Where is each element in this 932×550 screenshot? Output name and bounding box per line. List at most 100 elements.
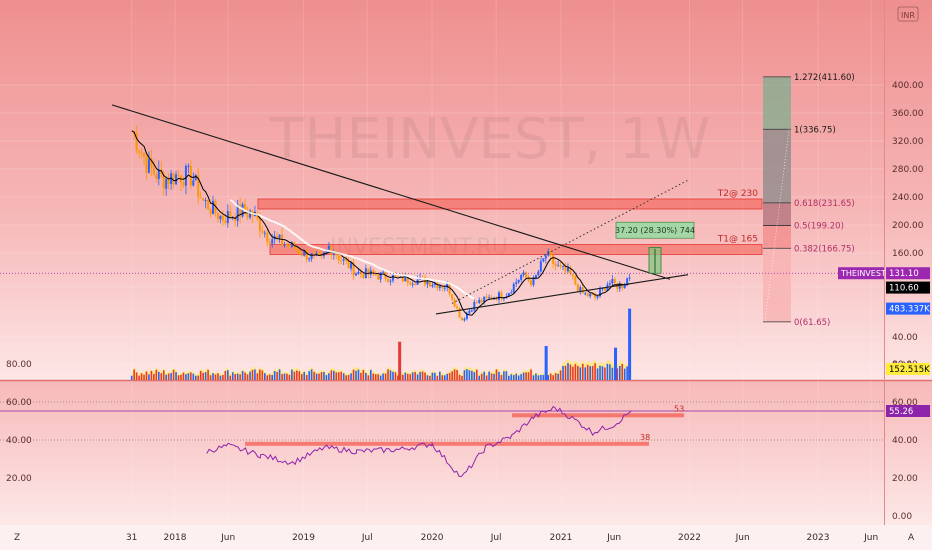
candle-body — [263, 232, 266, 234]
candle-body — [428, 281, 431, 287]
volume-bar — [256, 373, 259, 380]
candle-body — [138, 150, 141, 153]
candle-body — [517, 279, 520, 283]
candle-body — [571, 274, 574, 277]
candle-body — [589, 294, 592, 297]
volume-bar — [130, 375, 133, 380]
time-tick-label: 31 — [126, 533, 137, 543]
moving-average-short — [131, 130, 630, 316]
price-tick-label: 200.00 — [892, 221, 924, 231]
candle-body — [177, 174, 180, 176]
volume-bar — [204, 372, 207, 380]
ascending-support-line[interactable] — [435, 274, 689, 315]
volume-bar — [333, 370, 335, 380]
projection-dotted-line[interactable] — [451, 179, 689, 304]
volume-bar — [616, 368, 619, 380]
volume-bar — [621, 363, 624, 380]
candle-body — [507, 293, 510, 297]
t1-zone[interactable] — [269, 244, 763, 255]
fibonacci-extension[interactable]: 1.272(411.60) 1(336.75) 0.618(231.65) 0.5(1… — [763, 73, 855, 328]
volume-bar — [214, 374, 217, 380]
candle-body — [318, 253, 321, 256]
volume-bar — [202, 372, 204, 380]
volume-bar — [508, 375, 510, 380]
volume-bar — [209, 375, 212, 380]
volume-bar — [515, 373, 518, 380]
time-tick-label: Jul — [490, 533, 502, 543]
volume-bar — [537, 375, 540, 380]
volume-bar — [488, 371, 490, 380]
volume-bar — [263, 373, 266, 380]
volume-bar — [609, 364, 611, 380]
candle-body — [409, 282, 412, 285]
volume-bar — [261, 370, 264, 380]
volume-bar — [360, 372, 362, 380]
volume-bar — [335, 372, 338, 380]
volume-bar — [192, 373, 195, 380]
volume-bar — [296, 370, 298, 380]
target-zones[interactable]: T2@ 230 T1@ 165 — [257, 189, 763, 255]
volume-bar — [542, 374, 545, 380]
volume-bar — [300, 374, 303, 380]
candle-body — [298, 250, 301, 255]
fib-level-label: 0.382(166.75) — [794, 244, 855, 254]
candle-body — [603, 287, 606, 291]
volume-bar — [574, 364, 577, 380]
volume-bar — [291, 369, 293, 380]
volume-bar — [249, 371, 251, 380]
volume-bar — [207, 369, 209, 380]
volume-bar — [143, 374, 145, 380]
volume-bars — [130, 308, 632, 380]
fib-band — [763, 248, 791, 322]
volume-bar — [190, 372, 192, 380]
time-tick-label: 2018 — [164, 533, 187, 543]
candle-body — [594, 294, 597, 298]
volume-bar — [372, 373, 375, 380]
candle-body — [234, 216, 237, 222]
price-tick-label: 240.00 — [892, 193, 924, 203]
fib-level-label: 0(61.65) — [794, 318, 830, 328]
candle-body — [145, 156, 148, 173]
t2-zone[interactable] — [257, 198, 763, 210]
zoom-z-button[interactable]: Z — [14, 533, 20, 543]
volume-bar — [281, 374, 283, 380]
volume-bar — [434, 372, 436, 380]
candle-body — [283, 244, 286, 246]
candle-body — [537, 271, 540, 276]
candle-body — [357, 271, 360, 274]
main-pane-background — [0, 0, 932, 380]
volume-bar — [310, 369, 313, 380]
rsi-tick-label-left: 20.00 — [6, 474, 32, 484]
price-tick-label: 320.00 — [892, 137, 924, 147]
price-badge — [886, 302, 930, 315]
rsi-line — [206, 405, 632, 477]
volume-bar — [525, 372, 527, 380]
volume-bar — [187, 373, 190, 380]
candle-body — [460, 317, 463, 321]
volume-bar — [611, 367, 614, 380]
currency-badge[interactable]: INR — [897, 6, 919, 22]
candle-body — [172, 173, 175, 185]
descending-trendline[interactable] — [111, 104, 671, 280]
auto-scale-button[interactable]: A — [908, 533, 915, 543]
candle-body — [305, 250, 308, 260]
volume-bar — [530, 369, 532, 380]
candle-body — [345, 259, 348, 261]
axes: 400.00 360.00 320.00 280.00 240.00 200.00 160.… — [6, 81, 930, 543]
measure-tool[interactable]: 37.20 (28.30%) 744 — [615, 221, 695, 274]
volume-bar — [559, 370, 562, 380]
rsi-current-badge-label: 55.26 — [889, 407, 913, 417]
candle-body — [192, 180, 195, 186]
volume-bar — [150, 370, 153, 380]
candle-body — [244, 204, 247, 213]
volume-spike — [544, 346, 548, 380]
candle-body — [189, 165, 192, 186]
candle-body — [288, 244, 291, 247]
volume-bar — [392, 371, 394, 380]
volume-bar — [527, 372, 530, 380]
trend-lines[interactable] — [0, 104, 884, 315]
rsi-tick-label-right: 60.00 — [892, 398, 918, 408]
candle-body — [534, 275, 537, 279]
volume-bar — [148, 374, 150, 380]
